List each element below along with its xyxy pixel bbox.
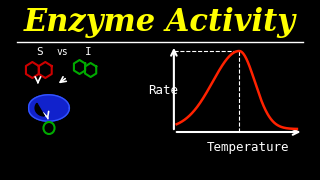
Text: I: I [84, 47, 91, 57]
Text: Rate: Rate [148, 84, 178, 96]
Text: S: S [36, 47, 43, 57]
Polygon shape [35, 103, 44, 116]
Polygon shape [29, 95, 69, 121]
Text: Enzyme Activity: Enzyme Activity [24, 6, 296, 37]
Text: vs: vs [57, 47, 69, 57]
Text: Temperature: Temperature [207, 141, 289, 154]
